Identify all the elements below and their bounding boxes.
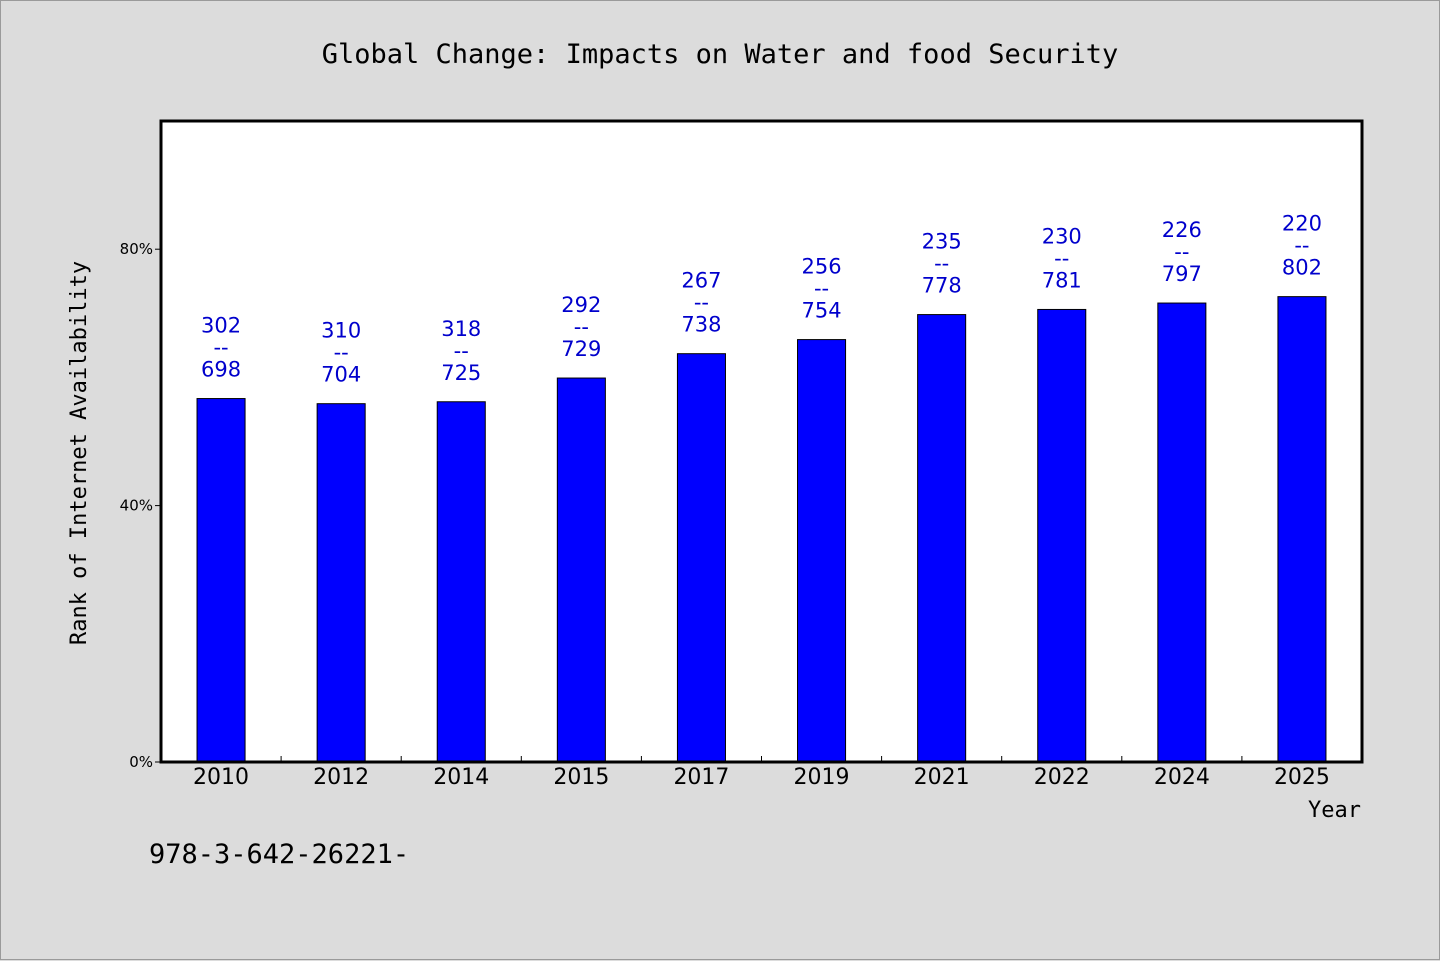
bar-label: 318: [441, 317, 481, 341]
bar-label: 226: [1162, 218, 1202, 242]
bar-label: 310: [321, 319, 361, 343]
bar-label: 781: [1042, 268, 1082, 292]
x-tick-label: 2022: [1034, 765, 1090, 790]
x-tick-label: 2024: [1154, 765, 1210, 790]
bar: [556, 377, 606, 763]
bar-label: 729: [561, 337, 601, 361]
bar: [1277, 296, 1327, 763]
x-tick-label: 2025: [1274, 765, 1330, 790]
x-tick-label: 2014: [433, 765, 489, 790]
bar-label: 802: [1282, 256, 1322, 280]
bar: [196, 398, 246, 763]
bar-label: 256: [802, 255, 842, 279]
bar: [1157, 302, 1207, 763]
y-tick-label: 80%: [120, 240, 153, 258]
bar-label: 230: [1042, 224, 1082, 248]
x-axis-title: Year: [1308, 798, 1361, 823]
bar: [316, 403, 366, 763]
bar-label-separator: --: [334, 341, 349, 365]
bar-label: 292: [561, 293, 601, 317]
bar-label-separator: --: [1294, 234, 1309, 258]
bar: [917, 314, 967, 763]
bar-label-separator: --: [934, 252, 949, 276]
bar-label-separator: --: [574, 315, 589, 339]
bar: [676, 353, 726, 763]
bar-label: 797: [1162, 262, 1202, 286]
x-tick-label: 2015: [553, 765, 609, 790]
bar-label: 220: [1282, 212, 1322, 236]
bar-label-separator: --: [1054, 246, 1069, 270]
bar-label: 235: [922, 230, 962, 254]
bar-label-separator: --: [213, 336, 228, 360]
bar-label: 302: [201, 314, 241, 338]
bar-label-separator: --: [814, 277, 829, 301]
bar: [797, 339, 847, 763]
bar-label: 738: [681, 313, 721, 337]
chart-title: Global Change: Impacts on Water and food…: [322, 39, 1119, 70]
bar-label-separator: --: [694, 291, 709, 315]
y-tick-label: 40%: [120, 497, 153, 515]
bar-label-separator: --: [454, 339, 469, 363]
y-tick-label: 0%: [129, 753, 153, 771]
bar: [1037, 308, 1087, 763]
bar-label: 725: [441, 361, 481, 385]
x-tick-label: 2010: [193, 765, 249, 790]
bar-label: 698: [201, 358, 241, 382]
plot-area: 302--6982010310--7042012318--7252014292-…: [120, 119, 1364, 790]
bar-label: 704: [321, 363, 361, 387]
y-axis-title: Rank of Internet Availability: [67, 261, 92, 645]
bar: [436, 401, 486, 763]
x-tick-label: 2012: [313, 765, 369, 790]
x-tick-label: 2021: [914, 765, 970, 790]
bar-label: 778: [922, 274, 962, 298]
bar-label-separator: --: [1174, 240, 1189, 264]
bar-label: 267: [681, 269, 721, 293]
bar-label: 754: [802, 299, 842, 323]
x-tick-label: 2017: [673, 765, 729, 790]
x-tick-label: 2019: [794, 765, 850, 790]
footnote-isbn: 978-3-642-26221-: [149, 839, 409, 870]
plot-border: [159, 119, 1364, 764]
